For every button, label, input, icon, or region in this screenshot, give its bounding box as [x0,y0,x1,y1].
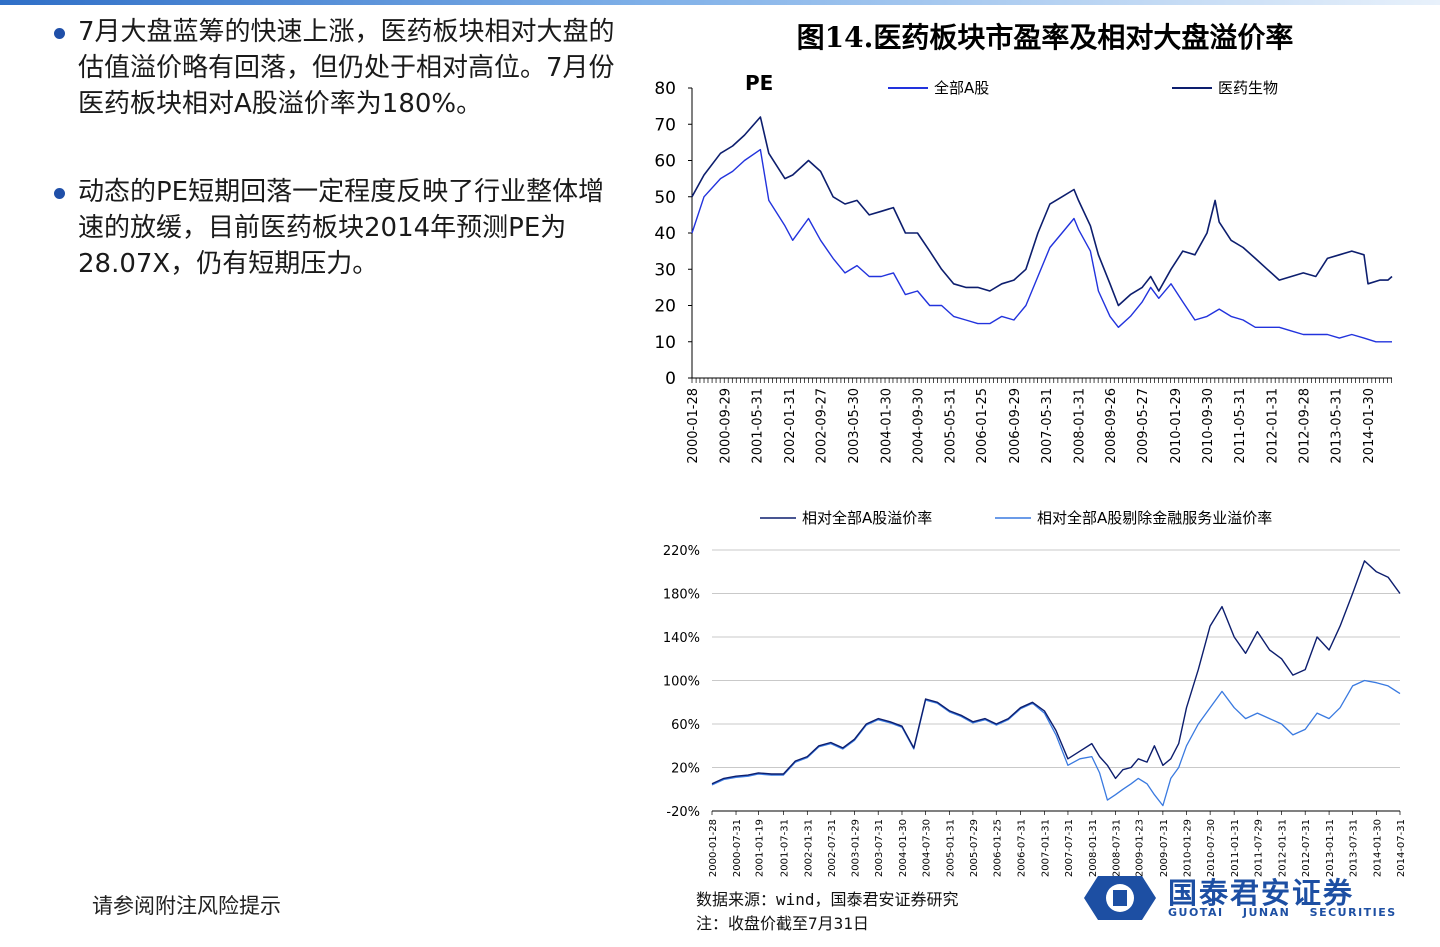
y-tick-label: 220% [663,544,700,559]
x-tick-label: 2005-07-29 [969,819,980,877]
x-tick-label: 2004-01-30 [898,819,909,877]
series-line [711,560,1401,785]
x-tick-label: 2006-09-29 [1008,388,1023,464]
x-tick-label: 2004-01-30 [879,388,894,464]
series-line [691,148,1392,343]
x-tick-label: 2012-01-31 [1266,388,1281,464]
x-tick-label: 2004-09-30 [912,388,927,464]
y-tick-label: 20 [654,297,676,317]
premium-line-chart: -20% 20% 60% 100% 140% 180% 220% 2000-01-28 2000… [663,509,1407,877]
y-tick-label: 40 [654,224,676,244]
y-tick-label: 80 [654,79,676,99]
series-line [711,679,1401,807]
x-tick-label: 2005-05-31 [944,388,959,464]
x-tick-label: 2003-01-29 [850,819,861,877]
x-tick-label: 2006-01-25 [992,819,1003,877]
x-tick-label: 2000-01-28 [708,819,719,877]
y-tick-label: 10 [654,333,676,353]
bullet-item-2: 动态的PE短期回落一定程度反映了行业整体增速的放缓，目前医药板块2014年预测P… [52,174,622,282]
bullet-dot-icon [54,28,65,39]
legend-label: 全部A股 [934,79,989,97]
x-tick-label: 2008-01-31 [1088,819,1099,877]
y-tick-label: 180% [663,588,700,603]
y-tick-label: 60% [671,718,700,733]
x-tick-label: 2013-07-31 [1349,819,1360,877]
x-tick-label: 2006-01-25 [975,388,990,464]
y-tick-label: 30 [654,260,676,280]
bullet-text-2: 动态的PE短期回落一定程度反映了行业整体增速的放缓，目前医药板块2014年预测P… [78,177,605,279]
risk-disclaimer-note: 请参阅附注风险提示 [92,894,281,918]
chart-title: 图14.医药板块市盈率及相对大盘溢价率 [796,21,1294,54]
x-tick-label: 2010-01-29 [1183,819,1194,877]
data-source-note: 数据来源：wind，国泰君安证券研究 注：收盘价截至7月31日 [696,888,959,936]
x-tick-label: 2010-01-29 [1169,388,1184,464]
y-tick-label: 0 [665,369,676,389]
x-tick-label: 2009-05-27 [1136,388,1151,464]
x-tick-label: 2010-07-30 [1206,819,1217,877]
bullet-list: 7月大盘蓝筹的快速上涨，医药板块相对大盘的估值溢价略有回落，但仍处于相对高位。7… [52,14,622,334]
x-tick-label: 2003-07-31 [874,819,885,877]
x-tick-label: 2003-05-30 [847,388,862,464]
x-tick-label: 2012-01-31 [1278,819,1289,877]
x-tick-label: 2002-09-27 [815,388,830,464]
logo-emblem-icon [1084,876,1156,920]
x-tick-label: 2005-01-31 [946,819,957,877]
x-tick-label: 2008-01-31 [1072,388,1087,464]
top-accent-bar [0,0,1440,5]
bullet-item-1: 7月大盘蓝筹的快速上涨，医药板块相对大盘的估值溢价略有回落，但仍处于相对高位。7… [52,14,622,122]
x-tick-label: 2007-05-31 [1040,388,1055,464]
bullet-text-1: 7月大盘蓝筹的快速上涨，医药板块相对大盘的估值溢价略有回落，但仍处于相对高位。7… [78,17,615,119]
y-tick-label: 100% [663,675,700,690]
x-tick-label: 2004-07-30 [922,819,933,877]
x-tick-label: 2009-01-23 [1134,819,1145,877]
source-line: 数据来源：wind，国泰君安证券研究 [696,890,959,909]
x-tick-label: 2014-07-31 [1396,819,1407,877]
x-tick-label: 2013-05-31 [1330,388,1345,464]
logo-chinese-name: 国泰君安证券 [1168,876,1355,910]
legend-label: 相对全部A股溢价率 [802,509,932,527]
legend-label: 相对全部A股剔除金融服务业溢价率 [1037,509,1272,527]
y-axis-title: PE [745,71,773,95]
y-tick-label: 20% [671,762,700,777]
x-tick-label: 2008-07-31 [1111,819,1122,877]
x-tick-label: 2012-09-28 [1297,388,1312,464]
y-tick-label: -20% [666,805,700,820]
y-tick-label: 140% [663,631,700,646]
x-tick-label: 2007-07-31 [1064,819,1075,877]
x-tick-label: 2000-09-29 [718,388,733,464]
x-tick-label: 2001-01-19 [754,819,765,877]
x-tick-label: 2002-01-31 [783,388,798,464]
x-tick-label: 2002-01-31 [803,819,814,877]
x-tick-label: 2013-01-31 [1325,819,1336,877]
x-tick-label: 2001-05-31 [751,388,766,464]
y-tick-label: 50 [654,188,676,208]
x-tick-label: 2007-01-31 [1040,819,1051,877]
legend-label: 医药生物 [1218,79,1278,97]
y-tick-label: 70 [654,115,676,135]
series-line [691,116,1393,307]
x-tick-label: 2011-05-31 [1233,388,1248,464]
x-tick-label: 2012-07-31 [1301,819,1312,877]
x-tick-label: 2011-07-29 [1253,819,1264,877]
x-tick-label: 2000-01-28 [686,388,701,464]
x-tick-label: 2008-09-26 [1104,388,1119,464]
cutoff-note-line: 注：收盘价截至7月31日 [696,914,869,933]
x-tick-label: 2006-07-31 [1017,819,1028,877]
x-tick-label: 2000-07-31 [732,819,743,877]
bullet-dot-icon [54,188,65,199]
company-logo: 国泰君安证券 GUOTAI JUNAN SECURITIES [1080,868,1410,928]
y-tick-label: 60 [654,152,676,172]
x-tick-label: 2010-09-30 [1201,388,1216,464]
x-tick-label: 2002-07-31 [827,819,838,877]
x-tick-label: 2014-01-30 [1372,819,1383,877]
x-tick-label: 2009-07-31 [1159,819,1170,877]
logo-english-name: GUOTAI JUNAN SECURITIES [1168,906,1397,919]
pe-line-chart: 0 10 20 30 40 50 60 70 80 2000-01-28 2000-09-29 200… [654,71,1393,464]
x-tick-label: 2014-01-30 [1362,388,1377,464]
x-tick-label: 2011-01-31 [1230,819,1241,877]
x-tick-label: 2001-07-31 [779,819,790,877]
